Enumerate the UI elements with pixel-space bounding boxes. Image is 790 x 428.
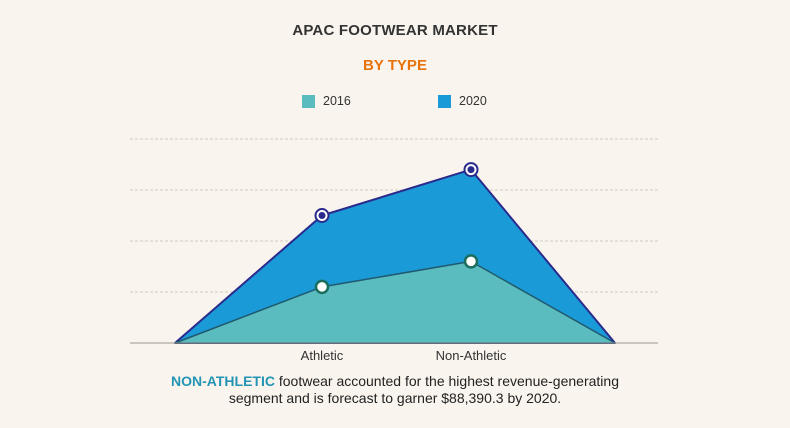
caption-highlight: NON-ATHLETIC: [171, 373, 275, 389]
x-tick-label-athletic: Athletic: [301, 348, 344, 363]
chart-subtitle: BY TYPE: [363, 57, 427, 74]
chart-legend: 2016 2020: [0, 94, 790, 112]
legend-item-2020: 2020: [438, 94, 487, 108]
point-2020-non-athletic: [467, 166, 475, 174]
caption-line-2: segment and is forecast to garner $88,39…: [228, 390, 562, 406]
point-2016-non-athletic: [463, 254, 479, 269]
legend-label-2020: 2020: [459, 94, 487, 108]
chart-caption: NON-ATHLETIC footwear accounted for the …: [0, 373, 790, 407]
legend-swatch-2016: [302, 94, 315, 108]
chart-title: APAC FOOTWEAR MARKET: [292, 22, 498, 39]
legend-swatch-2020: [438, 94, 451, 108]
point-2020-athletic: [318, 212, 326, 219]
legend-label-2016: 2016: [323, 94, 351, 108]
legend-item-2016: 2016: [302, 94, 351, 108]
caption-line-1-text: footwear accounted for the highest reven…: [274, 373, 619, 389]
x-tick-label-non-athletic: Non-Athletic: [436, 348, 507, 363]
point-2016-athletic: [314, 279, 330, 295]
caption-line-1: NON-ATHLETIC footwear accounted for the …: [0, 373, 790, 390]
